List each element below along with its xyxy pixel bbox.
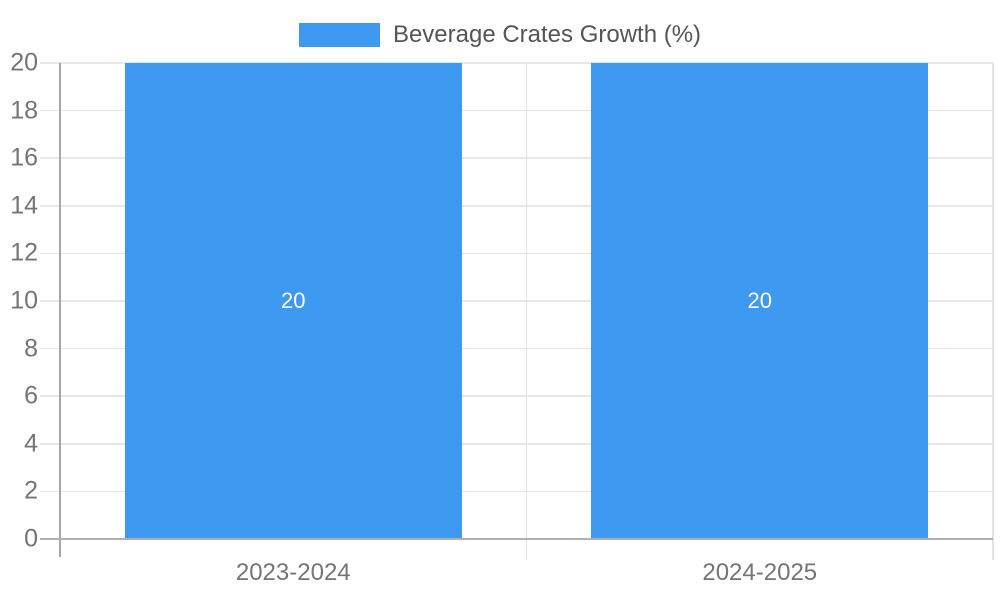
legend-label: Beverage Crates Growth (%) <box>392 21 702 48</box>
y-tick-label: 0 <box>24 524 38 553</box>
y-tick-label: 6 <box>24 381 38 410</box>
bar-value-label: 20 <box>747 288 772 313</box>
gridline <box>40 490 993 493</box>
gridline <box>40 157 993 159</box>
plot-area: 20 20 <box>60 63 993 539</box>
gridline <box>40 395 993 397</box>
y-tick-label: 16 <box>10 143 38 172</box>
y-tick-label: 8 <box>24 334 38 363</box>
y-tick-label: 10 <box>10 286 38 315</box>
gridline <box>40 443 993 445</box>
y-tick-label: 2 <box>24 476 38 505</box>
category-divider <box>525 63 528 560</box>
x-tick-label: 2024-2025 <box>702 559 818 586</box>
y-tick-label: 18 <box>10 96 38 125</box>
bar-2024-2025[interactable]: 20 <box>591 63 929 539</box>
x-axis-baseline <box>40 538 993 540</box>
gridline <box>40 300 993 302</box>
legend-item[interactable]: Beverage Crates Growth (%) <box>298 21 702 48</box>
x-tick-label: 2023-2024 <box>235 559 351 586</box>
gridline <box>40 347 993 350</box>
gridline <box>40 252 993 255</box>
y-tick-label: 14 <box>10 191 38 220</box>
category-divider <box>992 63 994 560</box>
y-tick-label: 12 <box>10 238 38 267</box>
y-tick-label: 20 <box>10 48 38 77</box>
y-tick-label: 4 <box>24 429 38 458</box>
gridline <box>40 109 993 112</box>
bar-value-label: 20 <box>281 288 306 313</box>
y-axis-line <box>58 63 61 557</box>
chart-legend: Beverage Crates Growth (%) <box>0 22 1000 48</box>
legend-swatch <box>298 23 380 47</box>
gridline <box>40 62 993 64</box>
gridline <box>40 205 993 207</box>
bar-2023-2024[interactable]: 20 <box>124 63 462 539</box>
